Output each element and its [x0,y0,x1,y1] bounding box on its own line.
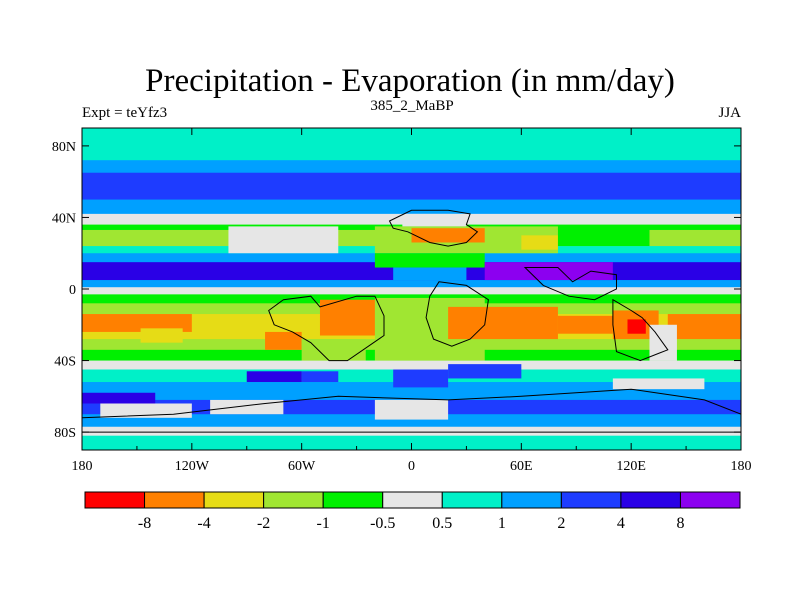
land-outline [388,209,479,247]
land-outline [82,388,741,433]
field-region [228,226,339,254]
colorbar-box [84,491,146,509]
colorbar-box [501,491,562,509]
field-region [557,315,613,334]
field-region [627,319,646,334]
y-tick-label: 80N [52,140,76,155]
field-region [374,399,449,420]
x-tick-label: 180 [72,459,93,474]
field-region [411,228,485,243]
colorbar-box [144,491,205,509]
colorbar-label: -1 [317,515,330,532]
field-region [402,213,467,227]
colorbar-box [203,491,265,509]
field-region [667,314,741,340]
season-label: JJA [718,105,741,121]
colorbar-box [322,491,384,509]
land-outline [425,281,489,347]
field-region [612,378,705,390]
field-region [82,392,156,404]
colorbar: -8 -4 -2 -1 -0.5 0.5 1 2 4 8 [84,491,741,532]
field-band [82,172,741,201]
field-band [82,382,741,401]
field-region [448,364,522,379]
field-region [521,235,558,250]
colorbar-label: -0.5 [370,515,395,532]
colorbar-label: -8 [138,515,151,532]
field-region [393,267,467,281]
colorbar-label: 4 [617,515,625,532]
field-band [82,414,741,428]
x-tick-label: 120W [175,459,210,474]
field-region [557,228,650,247]
land-outlines [82,209,741,433]
field-region [246,371,302,383]
field-region [484,262,613,281]
y-tick-label: 0 [69,283,76,298]
field-region [82,314,192,332]
colorbar-label: 1 [498,515,506,532]
colorbar-label: -4 [197,515,210,532]
field-band [82,360,741,370]
y-tick-label: 40S [54,355,76,370]
x-tick-label: 0 [408,459,415,474]
land-outline [612,298,669,362]
land-outline [268,295,385,362]
field-region [393,369,449,388]
field-region [374,253,485,268]
field-region [448,306,558,340]
field-region [301,371,339,383]
field-region [265,331,302,350]
y-tick-label: 80S [54,426,76,441]
experiment-label: Expt = teYfz3 [82,105,167,121]
land-outline [523,267,617,301]
colorbar-label: 8 [676,515,684,532]
colorbar-label: -2 [257,515,270,532]
x-tick-label: 180 [731,459,752,474]
x-tick-label: 60W [288,459,316,474]
field-band [82,160,741,174]
colorbar-box [620,491,681,509]
colorbar-box [441,491,503,509]
field-region [140,328,183,343]
y-tick-label: 40N [52,211,76,226]
contour-field [82,128,741,450]
axes: 180 120W 60W 0 60E 120E 180 80N 40N 0 40S 80S [52,128,752,474]
field-region [319,299,385,336]
colorbar-box [679,491,741,509]
colorbar-box [560,491,622,509]
x-tick-label: 120E [616,459,646,474]
time-label: 385_2_MaBP [370,98,453,114]
field-band [82,287,741,295]
colorbar-box [263,491,324,509]
field-region [301,339,366,361]
field-band [82,426,741,437]
colorbar-label: 0.5 [432,515,452,532]
field-band [82,280,741,288]
colorbar-label: 2 [557,515,565,532]
x-tick-label: 60E [510,459,533,474]
chart-title: Precipitation - Evaporation (in mm/day) [145,63,675,99]
field-region [210,399,284,415]
colorbar-box [382,491,443,509]
field-band [82,199,741,215]
